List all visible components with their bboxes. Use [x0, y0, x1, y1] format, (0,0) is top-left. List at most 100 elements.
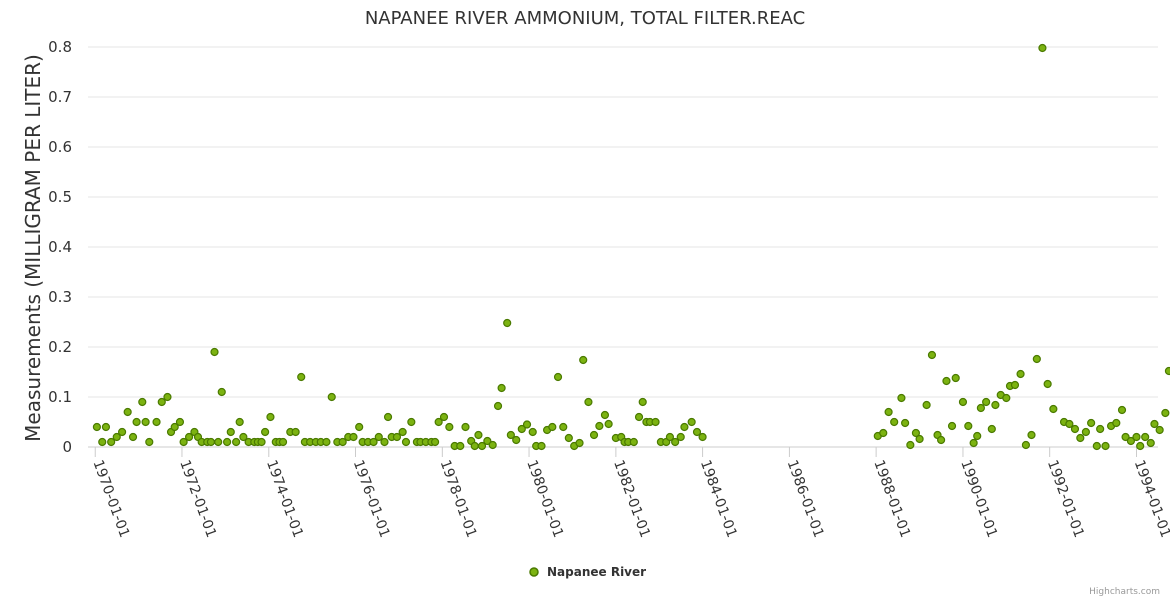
- data-point[interactable]: [698, 432, 707, 442]
- data-point[interactable]: [439, 412, 449, 422]
- data-point[interactable]: [322, 437, 331, 447]
- data-point[interactable]: [1081, 427, 1090, 437]
- data-point[interactable]: [1032, 354, 1041, 364]
- data-point[interactable]: [671, 437, 680, 447]
- data-point[interactable]: [278, 437, 288, 447]
- data-point[interactable]: [991, 400, 1000, 410]
- data-point[interactable]: [1121, 432, 1130, 442]
- data-point[interactable]: [604, 419, 613, 429]
- data-point[interactable]: [392, 432, 402, 442]
- data-point[interactable]: [651, 417, 660, 427]
- data-point[interactable]: [398, 427, 407, 437]
- data-point[interactable]: [1150, 419, 1159, 429]
- data-point[interactable]: [1070, 424, 1080, 434]
- data-point[interactable]: [548, 422, 557, 432]
- data-point[interactable]: [528, 427, 537, 437]
- data-point[interactable]: [884, 407, 893, 417]
- data-point[interactable]: [157, 397, 166, 407]
- data-point[interactable]: [338, 437, 347, 447]
- data-point[interactable]: [210, 347, 219, 357]
- data-point[interactable]: [266, 412, 275, 422]
- data-point[interactable]: [1161, 408, 1170, 418]
- data-point[interactable]: [1126, 436, 1136, 446]
- data-point[interactable]: [98, 437, 107, 447]
- data-point[interactable]: [1010, 380, 1020, 390]
- data-point[interactable]: [687, 417, 696, 427]
- data-point[interactable]: [214, 437, 223, 447]
- data-point[interactable]: [369, 437, 378, 447]
- data-point[interactable]: [128, 432, 138, 442]
- data-point[interactable]: [222, 437, 232, 447]
- data-point[interactable]: [152, 417, 161, 427]
- data-point[interactable]: [1021, 440, 1031, 450]
- data-point[interactable]: [461, 422, 470, 432]
- data-point[interactable]: [680, 422, 689, 432]
- data-point[interactable]: [184, 432, 194, 442]
- data-point[interactable]: [1117, 405, 1127, 415]
- data-point[interactable]: [937, 435, 946, 445]
- data-point[interactable]: [1049, 404, 1058, 414]
- data-point[interactable]: [477, 441, 487, 451]
- data-point[interactable]: [512, 435, 521, 445]
- data-point[interactable]: [493, 401, 503, 411]
- data-point[interactable]: [1141, 432, 1150, 442]
- data-point[interactable]: [239, 432, 248, 442]
- data-point[interactable]: [1092, 441, 1101, 451]
- data-point[interactable]: [1016, 369, 1025, 379]
- data-point[interactable]: [206, 437, 216, 447]
- data-point[interactable]: [879, 428, 888, 438]
- data-point[interactable]: [132, 417, 141, 427]
- data-point[interactable]: [123, 407, 132, 417]
- data-point[interactable]: [692, 427, 702, 437]
- data-point[interactable]: [973, 431, 982, 441]
- data-point[interactable]: [235, 417, 244, 427]
- data-point[interactable]: [634, 412, 644, 422]
- data-point[interactable]: [517, 424, 526, 434]
- data-point[interactable]: [600, 410, 610, 420]
- data-point[interactable]: [522, 420, 532, 429]
- data-point[interactable]: [947, 421, 957, 431]
- data-point[interactable]: [976, 403, 985, 413]
- data-point[interactable]: [170, 422, 179, 432]
- data-point[interactable]: [92, 422, 102, 432]
- data-point[interactable]: [217, 387, 226, 397]
- data-point[interactable]: [261, 427, 270, 437]
- data-point[interactable]: [537, 441, 546, 451]
- data-point[interactable]: [503, 318, 512, 328]
- data-point[interactable]: [506, 430, 515, 440]
- data-point[interactable]: [915, 434, 924, 444]
- data-point[interactable]: [430, 437, 440, 447]
- data-point[interactable]: [575, 438, 584, 448]
- data-point[interactable]: [1027, 430, 1036, 440]
- data-point[interactable]: [1087, 418, 1096, 428]
- data-point[interactable]: [470, 441, 479, 451]
- legend-label[interactable]: Napanee River: [547, 565, 646, 579]
- data-point[interactable]: [1101, 441, 1110, 451]
- data-point[interactable]: [927, 350, 937, 360]
- data-point[interactable]: [179, 437, 188, 447]
- data-point[interactable]: [969, 438, 978, 448]
- data-point[interactable]: [584, 397, 593, 407]
- data-point[interactable]: [327, 392, 336, 402]
- data-point[interactable]: [890, 417, 899, 427]
- data-point[interactable]: [911, 428, 921, 438]
- data-point[interactable]: [638, 397, 647, 407]
- legend-marker[interactable]: [529, 567, 539, 577]
- data-point[interactable]: [434, 417, 443, 427]
- data-point[interactable]: [964, 421, 973, 431]
- data-point[interactable]: [1043, 379, 1052, 389]
- data-point[interactable]: [445, 422, 454, 432]
- data-point[interactable]: [901, 418, 910, 428]
- data-point[interactable]: [456, 441, 465, 451]
- data-point[interactable]: [987, 424, 996, 434]
- data-point[interactable]: [1155, 425, 1164, 435]
- data-point[interactable]: [1132, 432, 1141, 442]
- data-point[interactable]: [676, 432, 685, 442]
- data-points[interactable]: [92, 43, 1170, 451]
- data-point[interactable]: [141, 417, 150, 427]
- data-point[interactable]: [107, 437, 116, 447]
- data-point[interactable]: [665, 432, 675, 442]
- data-point[interactable]: [497, 383, 506, 393]
- data-point[interactable]: [579, 355, 588, 365]
- credits-link[interactable]: Highcharts.com: [1089, 587, 1160, 597]
